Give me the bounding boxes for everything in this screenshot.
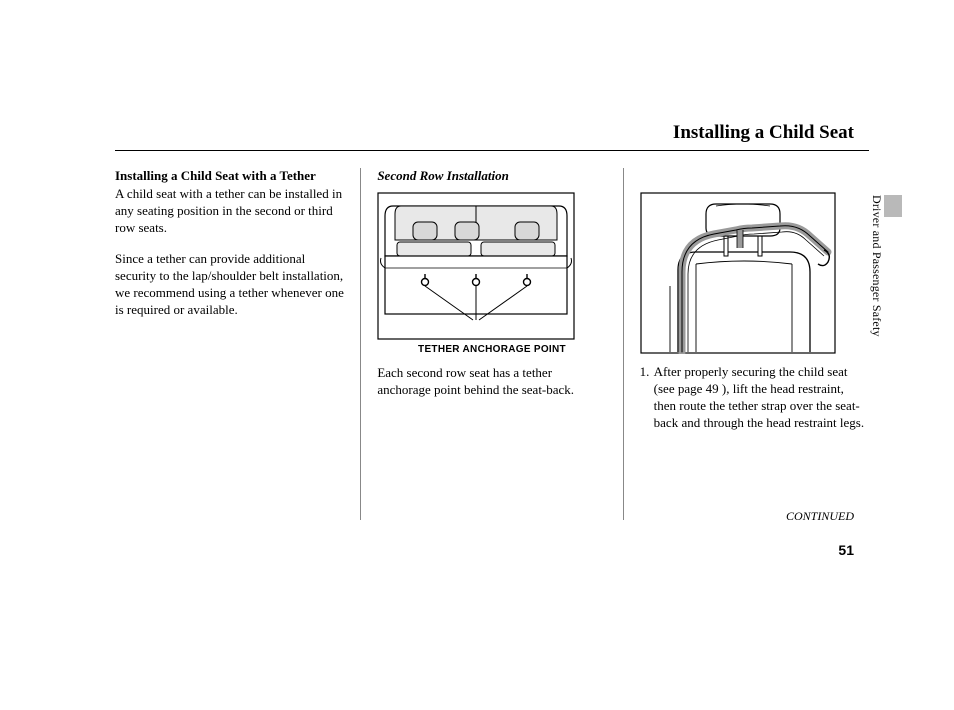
column-1: Installing a Child Seat with a Tether A … xyxy=(115,168,354,520)
columns: Installing a Child Seat with a Tether A … xyxy=(115,168,869,520)
step-1-number: 1. xyxy=(640,364,654,432)
rear-seats-illustration xyxy=(377,192,575,340)
page-title: Installing a Child Seat xyxy=(673,122,854,144)
col2-heading: Second Row Installation xyxy=(377,168,606,184)
title-rule xyxy=(115,150,869,151)
col1-paragraph-1: A child seat with a tether can be instal… xyxy=(115,186,344,237)
figure-caption: TETHER ANCHORAGE POINT xyxy=(377,344,606,355)
section-tab xyxy=(884,195,902,217)
column-2: Second Row Installation xyxy=(367,168,616,520)
section-side-label: Driver and Passenger Safety xyxy=(869,195,884,337)
figure-rear-seats: TETHER ANCHORAGE POINT xyxy=(377,192,606,355)
continued-label: CONTINUED xyxy=(786,509,854,524)
step-1: 1. After properly securing the child sea… xyxy=(640,364,869,432)
figure-tether-routing xyxy=(640,192,869,354)
col2-paragraph-1: Each second row seat has a tether anchor… xyxy=(377,365,606,399)
col1-paragraph-2: Since a tether can provide additional se… xyxy=(115,251,344,319)
manual-page: Installing a Child Seat Driver and Passe… xyxy=(0,0,954,710)
column-3: 1. After properly securing the child sea… xyxy=(630,168,869,520)
column-divider-2 xyxy=(623,168,624,520)
tether-routing-illustration xyxy=(640,192,836,354)
step-1-text: After properly securing the child seat (… xyxy=(654,364,869,432)
col1-heading: Installing a Child Seat with a Tether xyxy=(115,168,344,184)
page-number: 51 xyxy=(838,542,854,558)
column-divider-1 xyxy=(360,168,361,520)
